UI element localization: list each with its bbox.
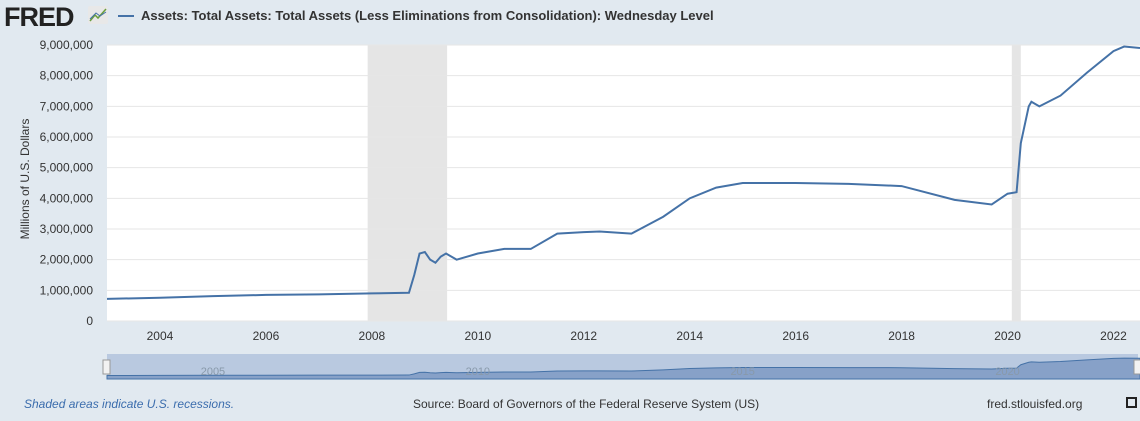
navigator-label: 2005	[201, 366, 225, 378]
navigator-label: 2015	[730, 366, 754, 378]
y-tick-label: 9,000,000	[40, 38, 94, 52]
y-tick-label: 2,000,000	[40, 253, 94, 267]
y-tick-label: 5,000,000	[40, 161, 94, 175]
x-tick-label: 2010	[464, 329, 491, 343]
navigator-right-handle[interactable]	[1133, 359, 1140, 375]
x-tick-label: 2006	[253, 329, 280, 343]
chart-svg: 0 1,000,000 2,000,000 3,000,000 4,000,000 5,0…	[40, 38, 1140, 380]
legend-swatch	[118, 14, 134, 17]
site-link[interactable]: fred.stlouisfed.org	[987, 397, 1083, 411]
recession-band	[1011, 45, 1021, 321]
x-tick-label: 2022	[1100, 329, 1127, 343]
plot-area	[107, 45, 1140, 321]
chart-logo-icon	[88, 6, 108, 24]
fullscreen-icon[interactable]	[1126, 397, 1137, 408]
x-tick-label: 2016	[782, 329, 809, 343]
y-tick-label: 1,000,000	[40, 283, 94, 297]
x-tick-label: 2004	[147, 329, 174, 343]
y-tick-label: 0	[86, 314, 93, 328]
y-tick-label: 7,000,000	[40, 99, 94, 113]
y-tick-label: 6,000,000	[40, 130, 94, 144]
legend-item[interactable]: Assets: Total Assets: Total Assets (Less…	[118, 8, 714, 23]
series-line	[106, 45, 1140, 300]
navigator-series	[106, 357, 1140, 380]
x-tick-label: 2012	[570, 329, 597, 343]
recession-note: Shaded areas indicate U.S. recessions.	[24, 397, 235, 411]
x-tick-label: 2008	[359, 329, 386, 343]
navigator-label: 2020	[995, 366, 1019, 378]
legend-label: Assets: Total Assets: Total Assets (Less…	[141, 8, 714, 23]
y-tick-label: 3,000,000	[40, 222, 94, 236]
source-note: Source: Board of Governors of the Federa…	[413, 397, 760, 411]
x-tick-label: 2014	[676, 329, 703, 343]
navigator-label: 2010	[466, 366, 490, 378]
navigator-left-handle[interactable]	[102, 359, 111, 375]
y-tick-label: 8,000,000	[40, 69, 94, 83]
fred-logo[interactable]: FRED	[4, 2, 74, 32]
recession-band	[367, 45, 448, 321]
x-tick-label: 2020	[994, 329, 1021, 343]
y-tick-label: 4,000,000	[40, 191, 94, 205]
x-tick-label: 2018	[888, 329, 915, 343]
